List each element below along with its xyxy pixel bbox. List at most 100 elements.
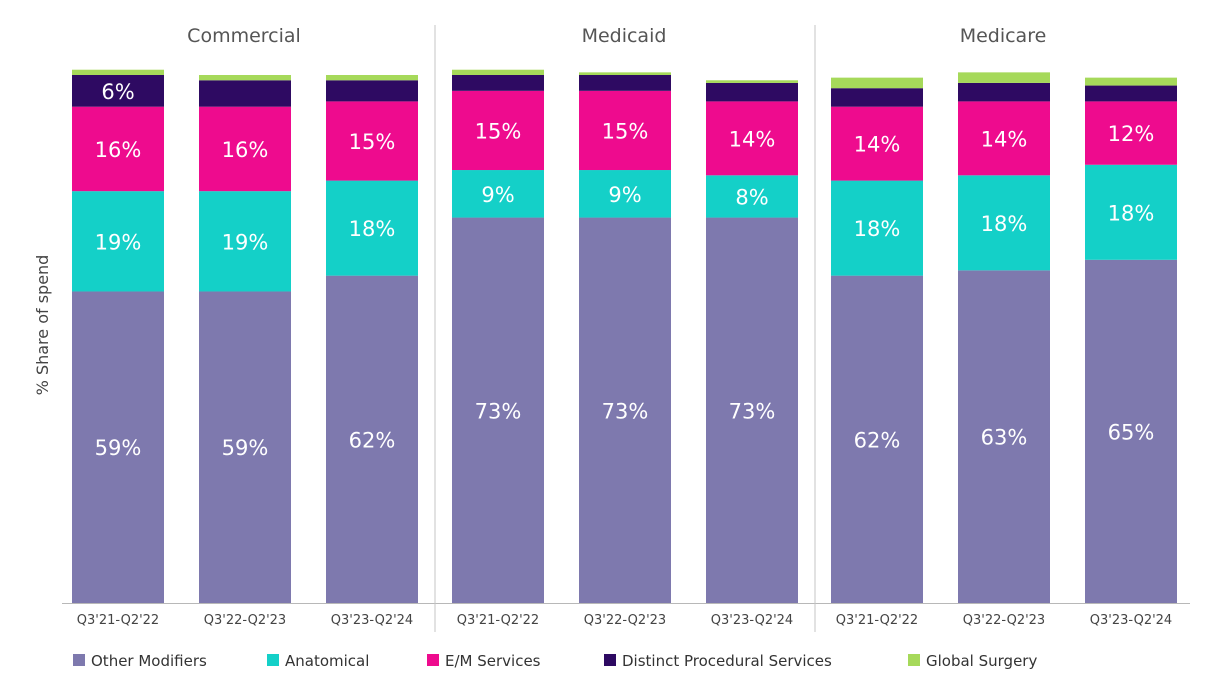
data-label: 8% [735,185,768,209]
legend-label: Other Modifiers [91,652,207,670]
legend: Other Modifiers Anatomical E/M Services Dis… [73,652,1037,670]
bar-segment [958,82,1050,102]
x-tick-label: Q3'23-Q2'24 [331,613,413,628]
data-label: 62% [854,428,901,452]
bar-segment [706,175,798,218]
bar-segment [706,101,798,176]
bar-segment [326,75,418,81]
group-title: Medicaid [582,25,667,47]
bar-stack: 59% 19% 16% [199,75,291,603]
legend-item: E/M Services [427,652,541,670]
bar-segment [831,106,923,181]
x-tick-label: Q3'23-Q2'24 [1090,613,1172,628]
bar-stack: 62% 18% 14% [831,77,923,603]
bar-segment [326,180,418,276]
x-tick-label: Q3'23-Q2'24 [711,613,793,628]
bar-segment [958,72,1050,83]
bar-segment [199,75,291,81]
bar-segment [452,170,544,218]
data-label: 14% [729,127,776,151]
legend-swatch [267,654,279,666]
legend-label: Global Surgery [926,652,1037,670]
data-label: 19% [222,230,269,254]
bar-segment [1085,85,1177,102]
data-label: 16% [222,138,269,162]
bar-segment [831,88,923,107]
data-label: 14% [854,133,901,157]
bar-segment [579,90,671,171]
bar-stack: 73% 9% 15% [452,69,544,603]
bar-segment [452,90,544,171]
data-label: 19% [95,230,142,254]
data-label: 18% [854,217,901,241]
legend-label: E/M Services [445,652,541,670]
data-label: 15% [349,130,396,154]
bar-segment [1085,101,1177,165]
data-label: 59% [222,436,269,460]
bar-stack: 73% 9% 15% [579,72,671,603]
legend-item: Other Modifiers [73,652,207,670]
data-label: 18% [1108,201,1155,225]
bar-segment [452,69,544,75]
bar-segment [72,75,164,107]
data-label: 12% [1108,122,1155,146]
data-label: 73% [729,399,776,423]
data-label: 15% [602,119,649,143]
data-label: 59% [95,436,142,460]
data-label: 15% [475,119,522,143]
data-label: 73% [602,399,649,423]
bar-segment [831,180,923,276]
x-tick-label: Q3'22-Q2'23 [963,613,1045,628]
x-tick-label: Q3'22-Q2'23 [584,613,666,628]
bar-segment [1085,164,1177,260]
legend-item: Distinct Procedural Services [604,652,832,670]
legend-item: Global Surgery [908,652,1037,670]
bar-segment [1085,77,1177,86]
bar-segment [199,191,291,292]
legend-label: Anatomical [285,652,369,670]
x-tick-label: Q3'21-Q2'22 [77,613,159,628]
data-label: 63% [981,426,1028,450]
x-tick-label: Q3'21-Q2'22 [836,613,918,628]
bar-segment [1085,259,1177,603]
data-label: 62% [349,428,396,452]
x-tick-label: Q3'22-Q2'23 [204,613,286,628]
bar-segment [72,291,164,603]
data-label: 18% [349,217,396,241]
bar-segment [579,217,671,603]
bar-stack: 63% 18% 14% [958,72,1050,603]
bar-segment [831,77,923,89]
bar-segment [452,75,544,91]
data-label: 14% [981,127,1028,151]
bar-segment [72,106,164,192]
bar-segment [199,80,291,107]
bar-segment [72,69,164,75]
data-label: 73% [475,399,522,423]
bar-segment [579,170,671,218]
data-label: 9% [481,183,514,207]
bar-segment [326,275,418,603]
bar-segment [72,191,164,292]
bar-segment [958,270,1050,603]
bar-segment [579,75,671,91]
bar-segment [579,72,671,75]
data-label: 18% [981,212,1028,236]
legend-swatch [604,654,616,666]
data-label: 16% [95,138,142,162]
legend-item: Anatomical [267,652,369,670]
data-label: 9% [608,183,641,207]
bar-segment [452,217,544,603]
plot-area: Commercial 59% 19% 16% 6% Q3'21-Q2'22 59% 19% 16… [62,25,1190,632]
data-label: 6% [101,80,134,104]
bar-stack: 59% 19% 16% 6% [72,69,164,603]
y-axis-label: % Share of spend [33,255,52,396]
bar-segment [958,101,1050,176]
bar-segment [706,82,798,102]
group-title: Commercial [187,25,301,47]
bar-segment [958,175,1050,271]
bar-segment [199,291,291,603]
legend-swatch [908,654,920,666]
x-tick-label: Q3'21-Q2'22 [457,613,539,628]
data-label: 65% [1108,420,1155,444]
